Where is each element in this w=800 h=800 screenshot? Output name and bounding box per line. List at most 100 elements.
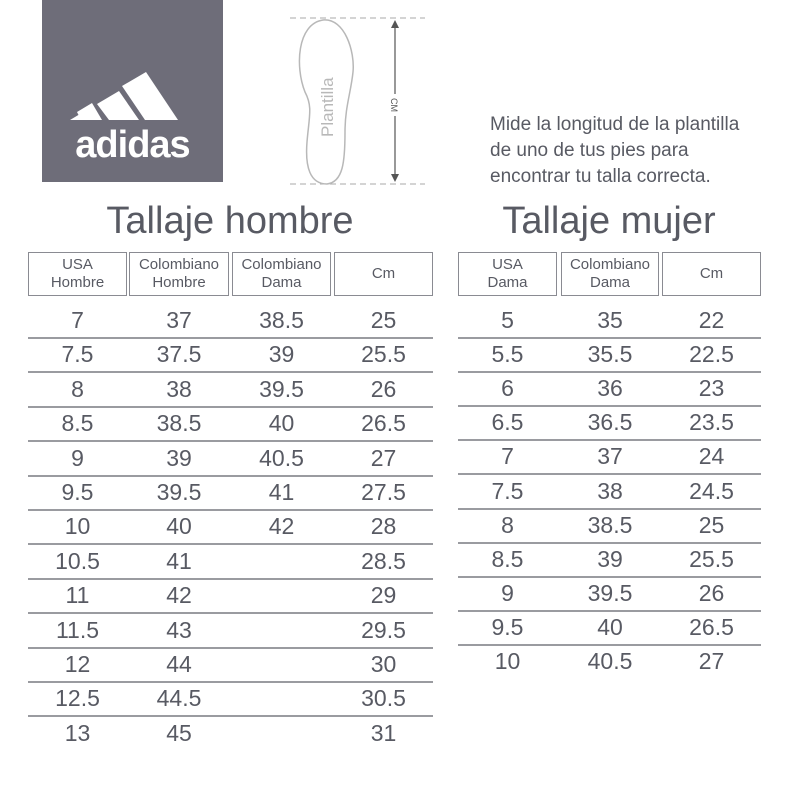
women-header-cell: USA Dama — [458, 252, 557, 296]
women-table-row: 6 36 23 — [0, 371, 800, 408]
table-cell: 39.5 — [587, 579, 633, 606]
instructions: Mide la longitud de la plantilla de uno … — [490, 112, 739, 190]
table-cell: 40 — [268, 410, 295, 437]
table-cell: 7.5 — [491, 477, 524, 504]
table-cell: 23 — [698, 375, 725, 402]
men-table-row: 12 44 30 — [0, 647, 800, 683]
men-table-row: 12.5 44.5 30.5 — [0, 681, 800, 718]
table-cell: 10.5 — [55, 547, 100, 574]
table-cell: 26.5 — [361, 410, 406, 437]
logo-wordmark: adidas — [75, 124, 190, 166]
table-cell: 39 — [268, 341, 295, 368]
row-divider — [458, 575, 761, 578]
table-cell: 38 — [166, 375, 192, 402]
header-text: Hombre — [50, 274, 105, 291]
table-cell: 41 — [268, 479, 295, 505]
table-cell: 36.5 — [587, 409, 633, 436]
table-cell: 25 — [698, 511, 725, 538]
adidas-stripes-icon — [70, 72, 178, 120]
instruction-line: de uno de tus pies para — [490, 140, 689, 161]
table-cell: 44 — [166, 651, 192, 677]
table-cell: 38 — [597, 477, 623, 504]
table-cell: 12 — [64, 651, 91, 677]
women-header-cell: Colombiano Dama — [561, 252, 659, 296]
men-table-row: 10 40 42 28 — [0, 509, 800, 546]
table-cell: 40.5 — [259, 444, 304, 471]
women-table-row: 5 35 22 — [0, 303, 800, 339]
table-cell: 38.5 — [259, 307, 304, 333]
row-divider — [458, 439, 761, 442]
table-cell: 10 — [64, 513, 91, 540]
men-header-cell: Cm — [334, 252, 433, 296]
table-cell: 22.5 — [689, 341, 734, 368]
table-cell: 30.5 — [361, 685, 406, 712]
table-cell: 27.5 — [361, 479, 406, 505]
table-cell: 37.5 — [156, 341, 202, 368]
table-cell: 22 — [698, 307, 725, 333]
row-divider — [458, 541, 761, 544]
men-table-row: 8.5 38.5 40 26.5 — [0, 406, 800, 443]
table-cell: 9.5 — [61, 479, 94, 505]
men-header-cell: USA Hombre — [28, 252, 127, 296]
table-cell: 27 — [698, 648, 725, 674]
table-cell: 9.5 — [491, 613, 524, 640]
table-cell: 40.5 — [587, 648, 633, 674]
table-cell: 42 — [166, 582, 192, 609]
header-text: Cm — [699, 265, 724, 282]
table-cell: 28 — [370, 513, 397, 540]
table-cell: 37 — [597, 443, 623, 470]
header-text: Colombiano — [241, 256, 322, 273]
table-cell: 8.5 — [61, 410, 94, 437]
row-divider — [28, 612, 433, 615]
table-cell: 38.5 — [156, 410, 202, 437]
table-cell: 37 — [166, 307, 192, 333]
table-cell: 12.5 — [55, 685, 100, 712]
row-divider — [458, 609, 761, 612]
table-cell: 11 — [65, 582, 90, 609]
header-text: USA — [492, 256, 523, 273]
row-divider — [458, 643, 761, 646]
row-divider — [28, 646, 433, 649]
instruction-line: Mide la longitud de la plantilla — [490, 114, 740, 135]
men-title: Tallaje hombre — [106, 200, 354, 242]
header-text: Hombre — [152, 274, 206, 291]
table-cell: 9 — [71, 444, 84, 471]
women-table-row: 10 40.5 27 — [0, 644, 800, 678]
women-table-row: 6.5 36.5 23.5 — [0, 405, 800, 442]
table-cell: 7 — [501, 443, 514, 470]
table-cell: 24.5 — [689, 477, 734, 504]
table-cell: 40 — [597, 613, 623, 640]
insole-label: Plantilla — [318, 77, 337, 137]
women-header-cell: Cm — [662, 252, 761, 296]
table-cell: 26.5 — [689, 613, 734, 640]
row-divider — [28, 577, 433, 580]
instruction-line: encontrar tu talla correcta. — [490, 166, 711, 187]
table-cell: 41 — [166, 547, 192, 574]
table-cell: 39 — [597, 545, 623, 572]
men-header-cell: Colombiano Dama — [232, 252, 331, 296]
header-text: Colombiano — [138, 256, 220, 273]
row-divider — [28, 440, 433, 443]
row-divider — [28, 371, 433, 374]
table-cell: 44.5 — [156, 685, 202, 712]
table-cell: 27 — [370, 444, 397, 471]
table-cell: 39.5 — [156, 479, 202, 505]
table-cell: 28.5 — [361, 547, 406, 574]
table-cell: 38.5 — [587, 511, 633, 538]
men-table-row: 11.5 43 29.5 — [0, 613, 800, 649]
women-table-row: 8.5 39 25.5 — [0, 542, 800, 578]
table-cell: 29 — [370, 582, 397, 609]
table-cell: 8 — [71, 375, 84, 402]
table-cell: 30 — [370, 651, 397, 677]
row-divider — [28, 509, 433, 511]
row-divider — [28, 715, 433, 718]
table-cell: 25 — [370, 307, 397, 333]
table-cell: 9 — [501, 579, 514, 606]
row-divider — [458, 473, 761, 476]
table-cell: 11.5 — [55, 616, 100, 643]
table-cell: 40 — [166, 513, 192, 540]
women-table-row: 5.5 35.5 22.5 — [0, 337, 800, 374]
row-divider — [28, 405, 433, 408]
table-cell: 31 — [370, 719, 397, 746]
row-divider — [28, 337, 433, 339]
